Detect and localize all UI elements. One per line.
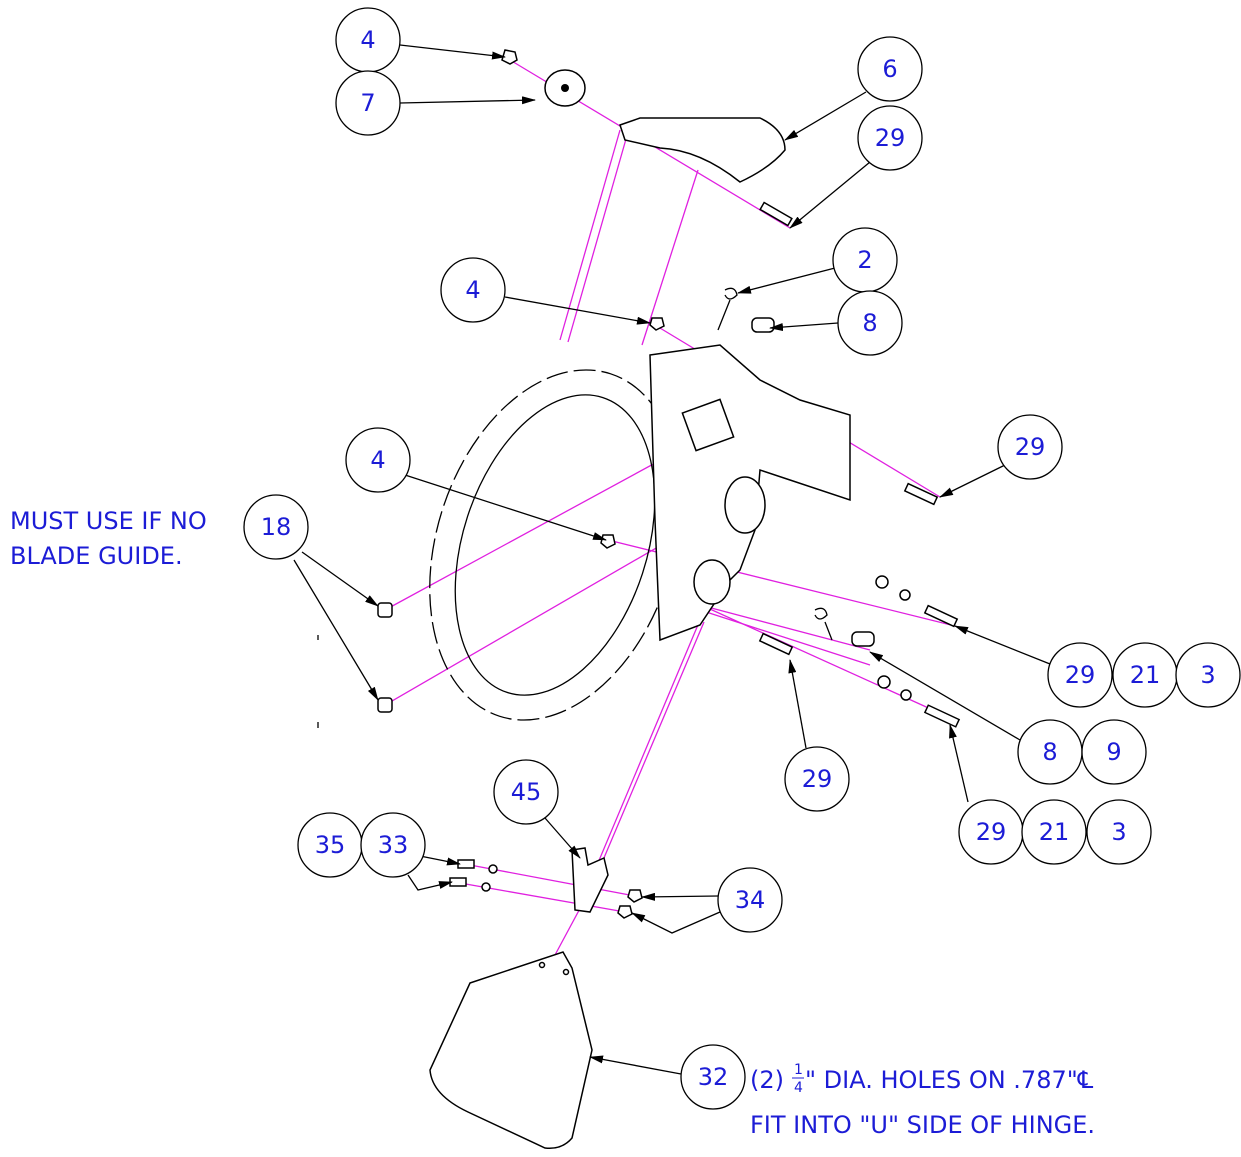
balloon-label: 29: [1015, 433, 1046, 461]
balloon-label: 18: [261, 513, 292, 541]
note-text: BLADE GUIDE.: [10, 542, 183, 570]
balloon-label: 4: [360, 26, 375, 54]
balloon-label: 34: [735, 886, 766, 914]
balloon-label: 33: [378, 831, 409, 859]
balloon-label: 4: [465, 276, 480, 304]
balloon-label: 7: [360, 89, 375, 117]
balloon-label: 29: [875, 124, 906, 152]
note-text: MUST USE IF NO: [10, 507, 207, 535]
balloon-label: 45: [511, 778, 542, 806]
note-text: (2): [750, 1066, 784, 1094]
balloon-label: 29: [1065, 661, 1096, 689]
balloon-label: 35: [315, 831, 346, 859]
balloon-label: 21: [1039, 818, 1070, 846]
balloon-label: 2: [857, 246, 872, 274]
balloon-label: 3: [1111, 818, 1126, 846]
balloon-label: 32: [698, 1063, 729, 1091]
exploded-view: 4 7 6 29 2 4 8 29 4 18 29 21 3 8 9 29 29 21 3 45 35 33 34 32 MU…: [0, 0, 1241, 1153]
fraction-denominator: 4: [794, 1080, 803, 1096]
balloon-label: 3: [1200, 661, 1215, 689]
balloon-label: 21: [1130, 661, 1161, 689]
balloon-label: 6: [882, 55, 897, 83]
note-text: FIT INTO "U" SIDE OF HINGE.: [750, 1111, 1095, 1139]
balloon-label: 4: [370, 446, 385, 474]
parts: [378, 50, 959, 1148]
balloon-label: 29: [976, 818, 1007, 846]
balloon-label: 8: [1042, 738, 1057, 766]
balloon-label: 29: [802, 765, 833, 793]
balloon-label: 8: [862, 309, 877, 337]
balloon-label: 9: [1106, 738, 1121, 766]
fraction-numerator: 1: [794, 1062, 803, 1078]
note-text: " DIA. HOLES ON .787"℄: [805, 1066, 1094, 1094]
